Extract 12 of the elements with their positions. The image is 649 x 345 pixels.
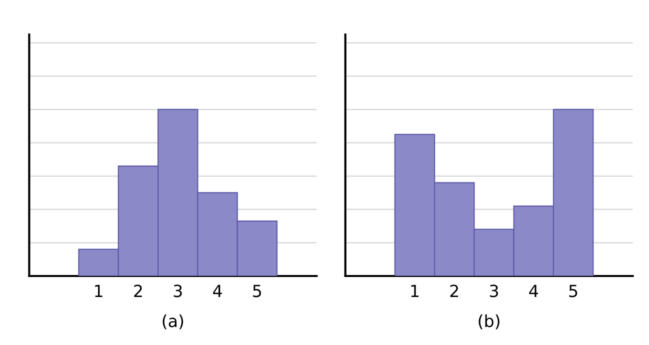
x-tick-label: 5 <box>569 284 578 298</box>
x-tick-label: 2 <box>450 284 458 297</box>
x-tick-label: 3 <box>490 284 498 298</box>
x-axis-title: (b) <box>478 314 500 330</box>
x-tick-label: 1 <box>95 284 102 297</box>
x-tick-label: 1 <box>411 284 418 297</box>
x-axis-title: (a) <box>162 314 184 330</box>
x-tick-label: 2 <box>134 284 142 297</box>
x-tick-label: 4 <box>529 284 538 297</box>
x-tick-label: 5 <box>253 284 261 298</box>
x-tick-label: 3 <box>174 284 182 298</box>
x-tick-label: 4 <box>213 284 222 297</box>
